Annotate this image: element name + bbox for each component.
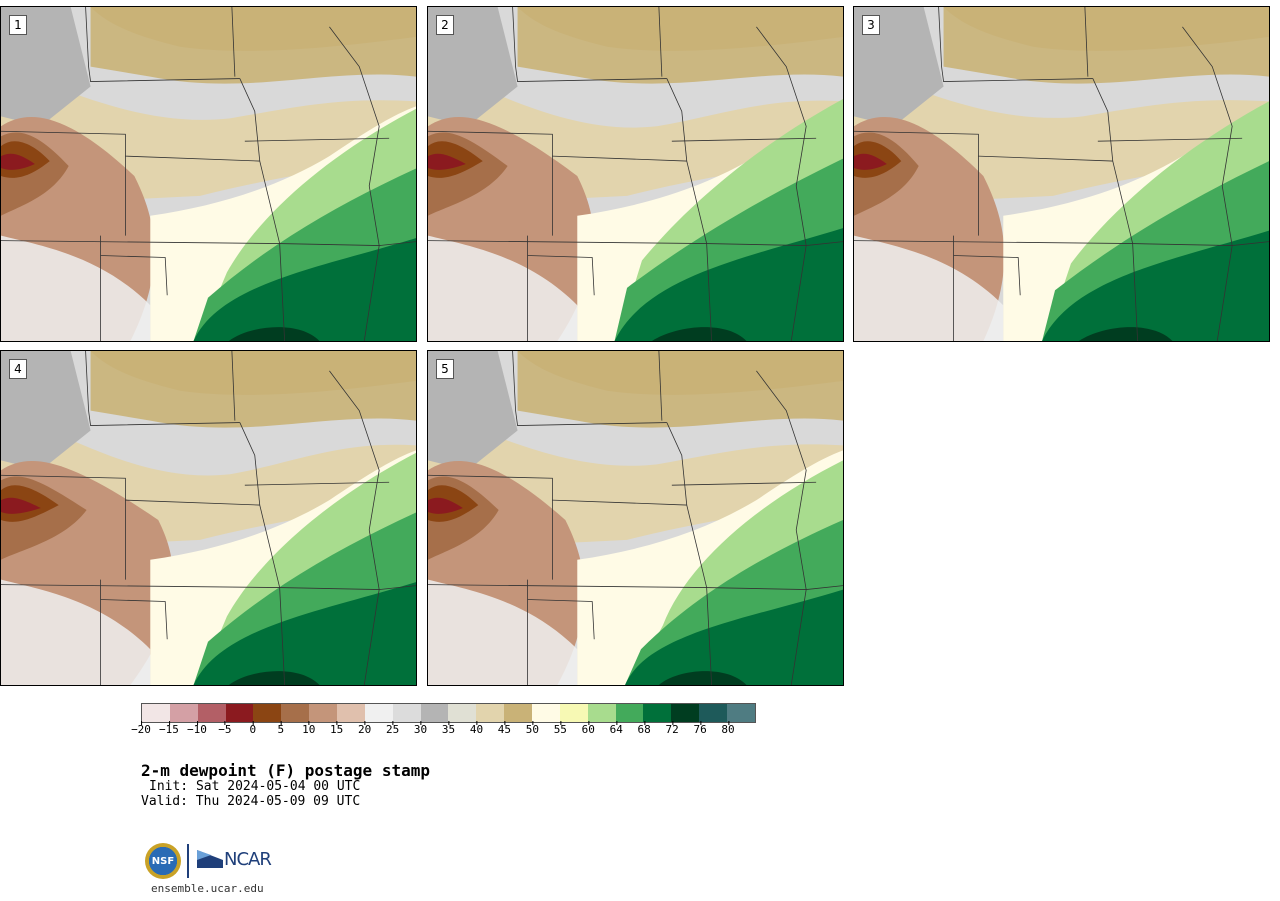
colorbar-swatch [727, 704, 755, 722]
colorbar-tick-label: 80 [721, 721, 735, 736]
colorbar [141, 703, 756, 723]
colorbar-swatch [671, 704, 700, 722]
website-url: ensemble.ucar.edu [151, 882, 264, 895]
member-number-label: 2 [436, 15, 454, 35]
colorbar-swatch [309, 704, 338, 722]
logo-divider [187, 844, 189, 878]
colorbar-ticks: −20 −15 −10 −5 0 5 10 15 20 25 30 35 40 45 50 55 60 64 68 7… [131, 721, 756, 743]
ncar-logo: NCAR [197, 848, 272, 870]
colorbar-tick-label: 55 [553, 721, 567, 736]
dewpoint-map [1, 351, 416, 685]
member-number-label: 5 [436, 359, 454, 379]
colorbar-tick-label: 0 [249, 721, 257, 736]
colorbar-tick-label: 68 [637, 721, 651, 736]
colorbar-tick-label: 50 [525, 721, 539, 736]
member-panel: 1 [0, 6, 417, 342]
member-number-label: 3 [862, 15, 880, 35]
colorbar-swatch [587, 704, 616, 722]
colorbar-tick-label: −20 [131, 721, 151, 736]
figure-title: 2-m dewpoint (F) postage stamp [141, 761, 430, 780]
colorbar-tick-label: 45 [497, 721, 512, 736]
colorbar-swatch [643, 704, 672, 722]
colorbar-tick-label: 76 [693, 721, 707, 736]
init-time: Init: Sat 2024-05-04 00 UTC [149, 779, 361, 794]
colorbar-swatch [281, 704, 310, 722]
colorbar-swatch [699, 704, 728, 722]
colorbar-swatch [448, 704, 477, 722]
colorbar-swatch [364, 704, 393, 722]
colorbar-swatch [142, 704, 170, 722]
member-number-label: 4 [9, 359, 27, 379]
colorbar-swatch [476, 704, 505, 722]
colorbar-swatch [420, 704, 449, 722]
nsf-logo-text: NSF [151, 855, 175, 867]
colorbar-tick-label: 5 [277, 721, 285, 736]
colorbar-swatch [559, 704, 588, 722]
colorbar-tick-label: 25 [385, 721, 400, 736]
colorbar-swatch [532, 704, 560, 722]
colorbar-swatch [337, 704, 365, 722]
member-panel: 5 [427, 350, 844, 686]
ncar-logo-text: NCAR [224, 848, 272, 870]
colorbar-swatch [392, 704, 421, 722]
colorbar-tick-label: 40 [469, 721, 484, 736]
dewpoint-map [428, 7, 843, 341]
nsf-logo: NSF [145, 843, 181, 879]
colorbar-tick-label: 72 [665, 721, 679, 736]
colorbar-tick-label: 20 [358, 721, 372, 736]
colorbar-tick-label: −10 [186, 721, 207, 736]
ncar-mark-icon [197, 850, 223, 868]
colorbar-tick-label: 15 [330, 721, 344, 736]
colorbar-swatch [615, 704, 644, 722]
colorbar-tick-label: −5 [218, 721, 232, 736]
colorbar-swatch [197, 704, 226, 722]
colorbar-tick-label: 30 [413, 721, 428, 736]
member-panel: 2 [427, 6, 844, 342]
member-panel: 4 [0, 350, 417, 686]
dewpoint-map [854, 7, 1269, 341]
dewpoint-map [1, 7, 416, 341]
colorbar-tick-label: 60 [581, 721, 595, 736]
colorbar-swatch [504, 704, 533, 722]
valid-time: Valid: Thu 2024-05-09 09 UTC [141, 794, 361, 809]
colorbar-tick-label: 10 [302, 721, 316, 736]
member-number-label: 1 [9, 15, 27, 35]
member-panel: 3 [853, 6, 1270, 342]
colorbar-swatch [253, 704, 282, 722]
colorbar-tick-label: 64 [609, 721, 623, 736]
colorbar-swatch [169, 704, 198, 722]
dewpoint-map [428, 351, 843, 685]
colorbar-tick-label: −15 [159, 721, 179, 736]
colorbar-tick-label: 35 [441, 721, 456, 736]
colorbar-swatch [225, 704, 254, 722]
